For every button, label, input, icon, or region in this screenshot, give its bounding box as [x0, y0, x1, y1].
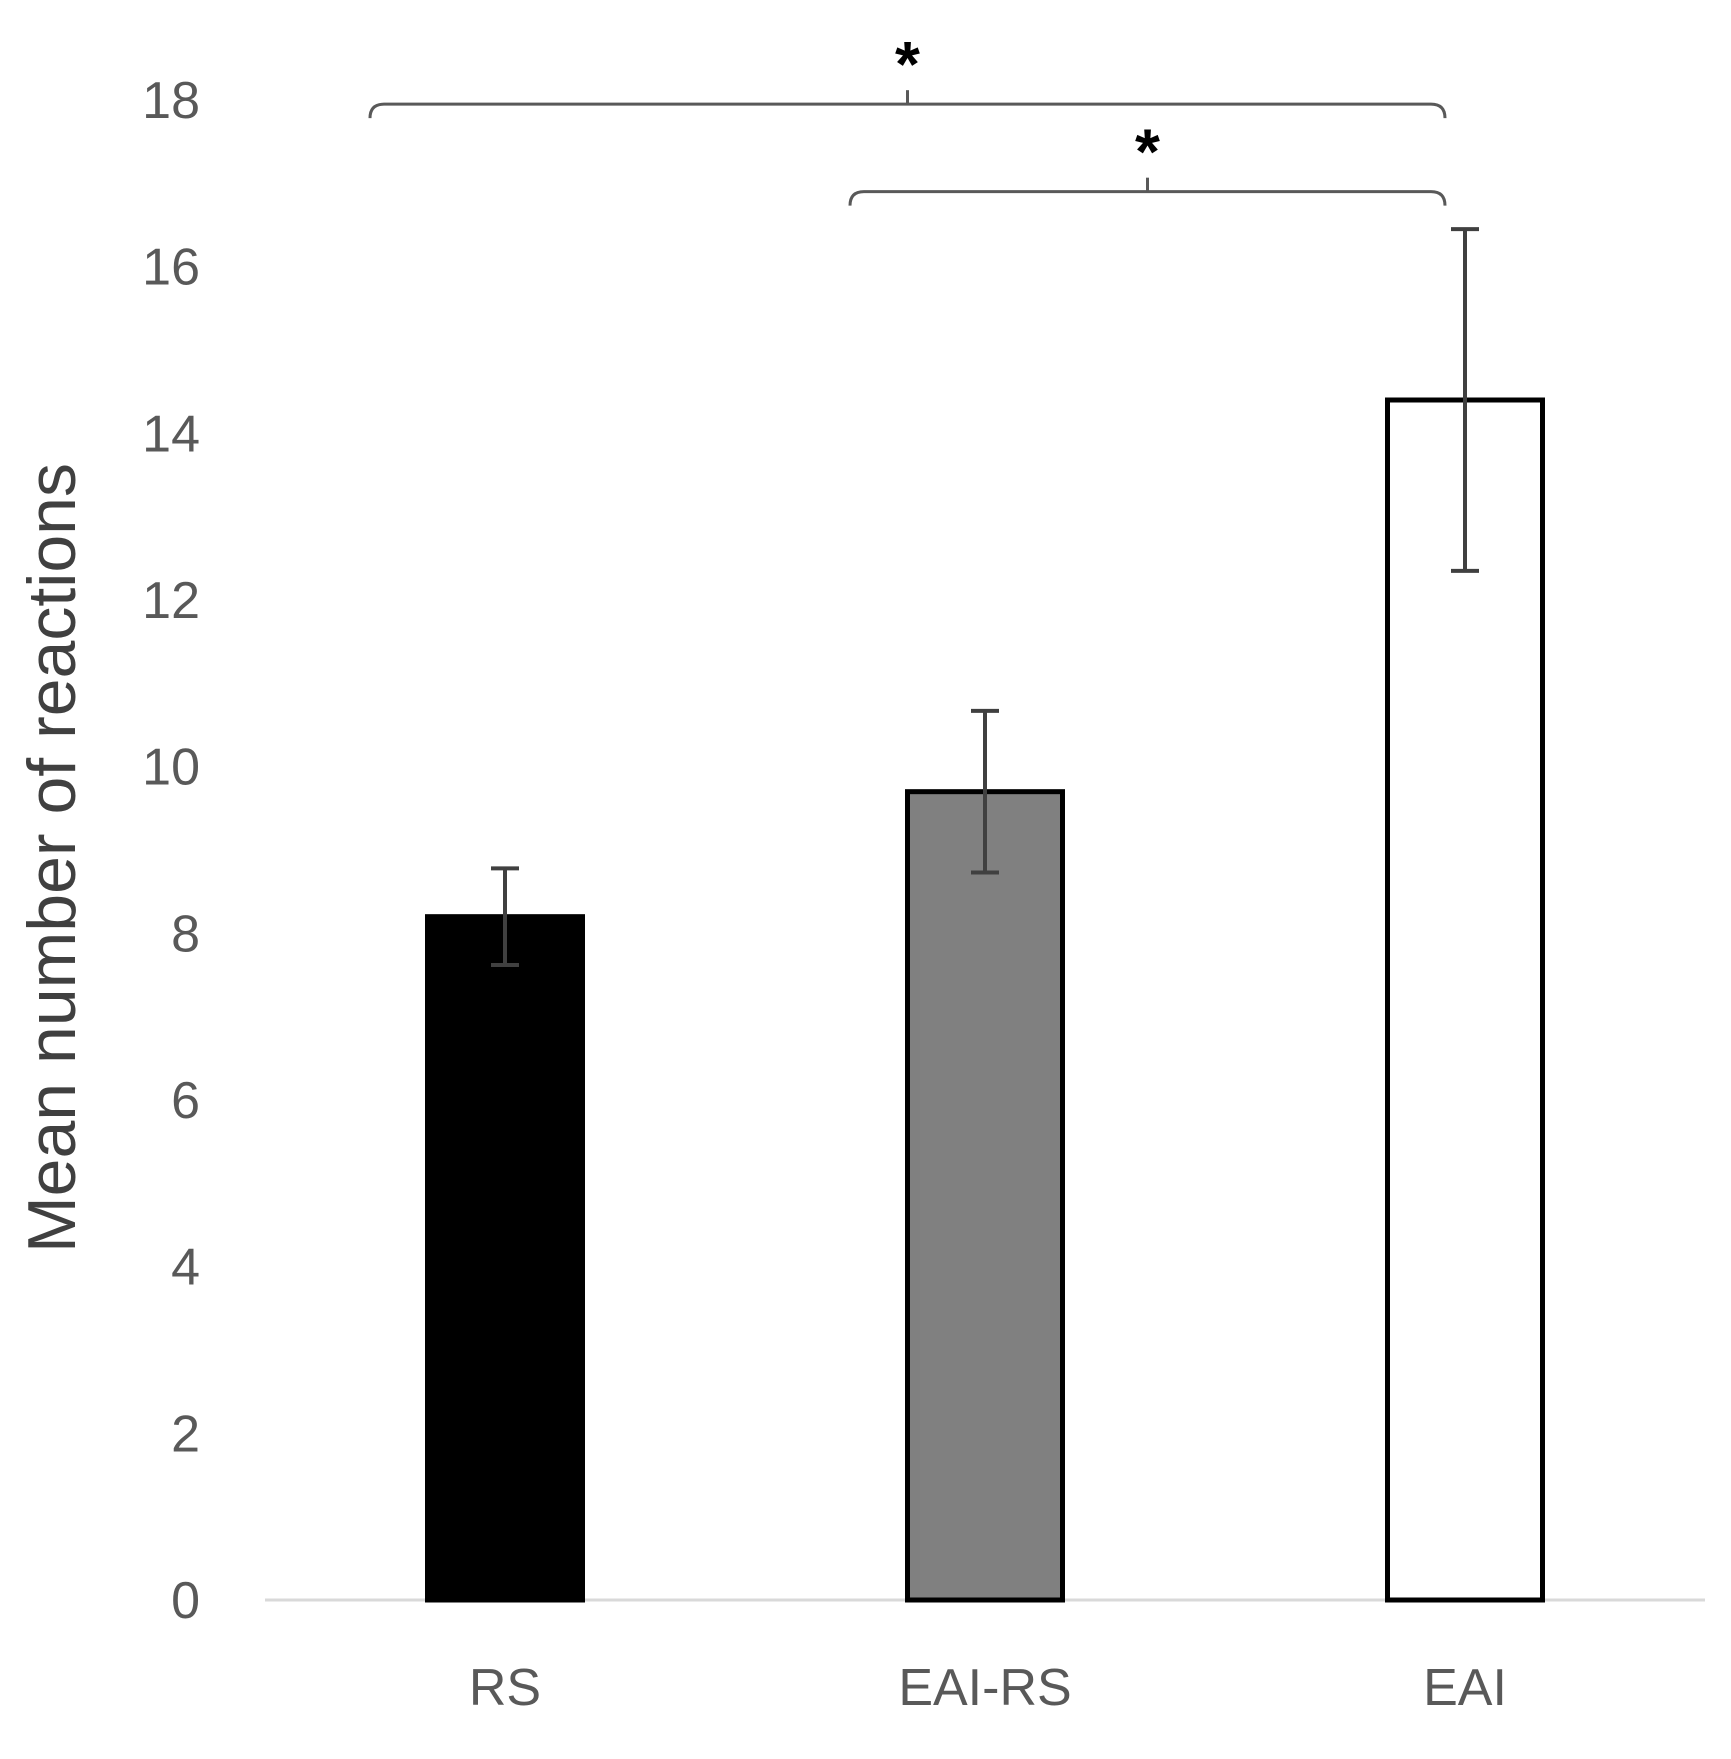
bar-eai	[1385, 397, 1545, 1603]
y-tick-label: 0	[171, 1572, 200, 1630]
y-tick-label: 18	[142, 72, 200, 130]
significance-bracket	[848, 177, 1447, 206]
bars	[425, 397, 1545, 1603]
y-axis-label: Mean number of reactions	[14, 463, 90, 1253]
y-axis-ticks: 0 2 4 6 8 10 12 14 16 18	[142, 72, 200, 1630]
x-category-label: EAI-RS	[898, 1659, 1071, 1717]
error-bar	[1451, 227, 1479, 573]
y-tick-label: 6	[171, 1072, 200, 1130]
x-category-label: RS	[469, 1659, 541, 1717]
y-tick-label: 14	[142, 405, 200, 463]
significance-star: *	[895, 28, 920, 100]
bar-eai-rs	[905, 789, 1065, 1603]
y-tick-label: 2	[171, 1405, 200, 1463]
y-tick-label: 12	[142, 572, 200, 630]
y-tick-label: 10	[142, 739, 200, 797]
error-bars	[491, 227, 1479, 967]
x-axis-categories: RS EAI-RS EAI	[469, 1659, 1507, 1717]
significance-bracket	[368, 90, 1447, 119]
y-tick-label: 8	[171, 905, 200, 963]
error-bar	[971, 708, 999, 875]
bracket-line	[368, 102, 1447, 119]
bar-rs	[425, 914, 585, 1603]
error-bar	[491, 866, 519, 967]
bracket-line	[848, 190, 1447, 206]
y-tick-label: 4	[171, 1239, 200, 1297]
significance-star: *	[1135, 116, 1160, 188]
significance-brackets: **	[368, 28, 1447, 206]
y-tick-label: 16	[142, 239, 200, 297]
x-category-label: EAI	[1423, 1659, 1507, 1717]
